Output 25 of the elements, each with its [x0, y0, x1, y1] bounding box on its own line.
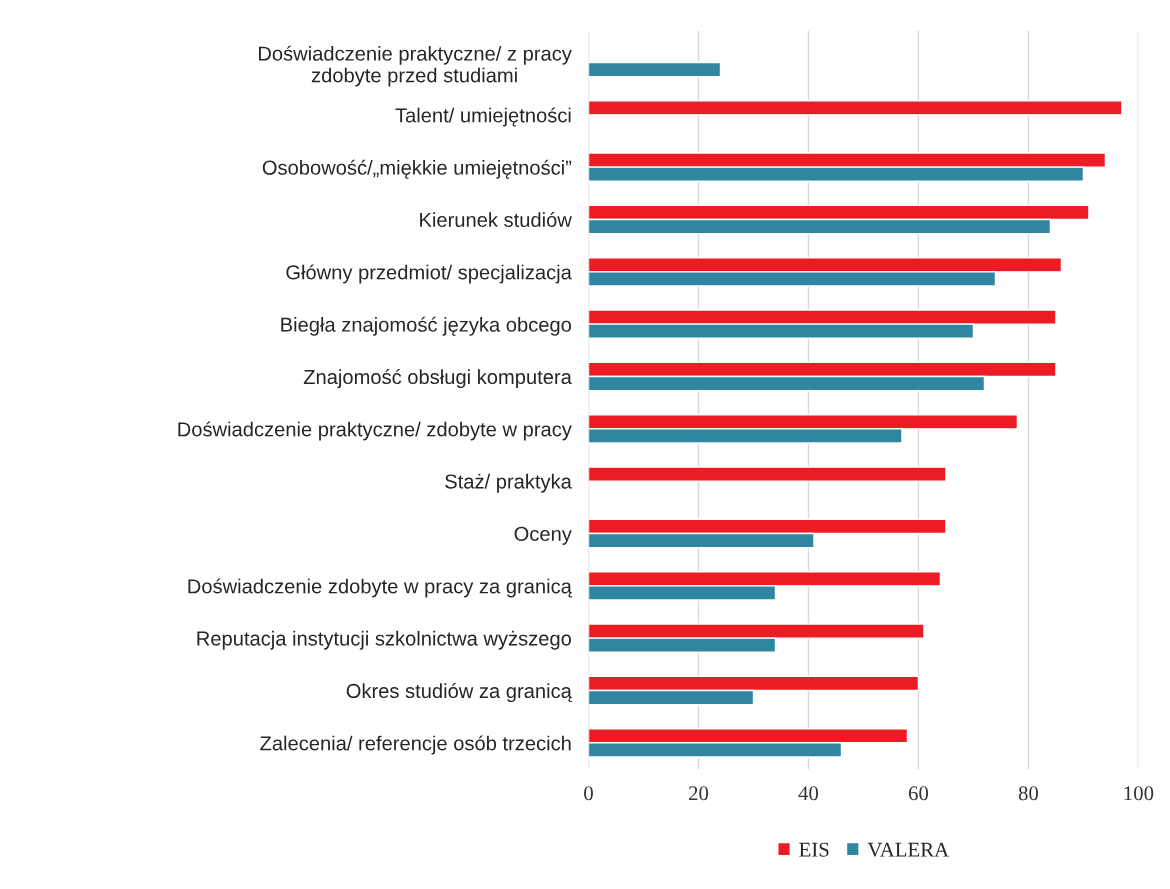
- x-tick-label: 100: [1124, 786, 1154, 801]
- y-tick-label: Doświadczenie praktyczne/ zdobyte w pracy: [178, 421, 572, 441]
- y-tick-label: Staż/ praktyka: [445, 473, 572, 493]
- y-tick-label: Doświadczenie zdobyte w pracy za granicą: [188, 578, 572, 598]
- legend-label: EIS: [799, 842, 829, 857]
- y-tick-label: Doświadczenie praktyczne/ z pracy zdobyte przed studiami: [258, 45, 572, 87]
- x-tick-label: 0: [584, 786, 593, 801]
- x-tick-label: 20: [688, 786, 709, 801]
- y-tick-label: Biegła znajomość języka obcego: [281, 316, 572, 336]
- y-tick-label: Osobowość/„miękkie umiejętności”: [262, 159, 572, 179]
- y-tick-label: Talent/ umiejętności: [395, 107, 571, 127]
- bar: [588, 466, 947, 482]
- y-tick-label: Zalecenia/ referencje osób trzecich: [260, 735, 571, 755]
- legend-label: VALERA: [867, 842, 949, 857]
- y-tick-label: Okres studiów za granicą: [346, 683, 572, 703]
- y-tick-label: Reputacja instytucji szkolnictwa wyższego: [197, 630, 572, 650]
- y-tick-label: Kierunek studiów: [420, 211, 572, 227]
- y-tick-label: Znajomość obsługi komputera: [303, 369, 572, 389]
- x-tick-label: 80: [1018, 786, 1039, 801]
- x-tick-label: 40: [798, 786, 819, 801]
- bar: [588, 61, 722, 78]
- y-tick-label: Główny przedmiot/ specjalizacja: [286, 264, 572, 284]
- bar: [588, 100, 1123, 116]
- x-tick-label: 60: [908, 786, 929, 801]
- y-tick-label: Oceny: [514, 526, 572, 545]
